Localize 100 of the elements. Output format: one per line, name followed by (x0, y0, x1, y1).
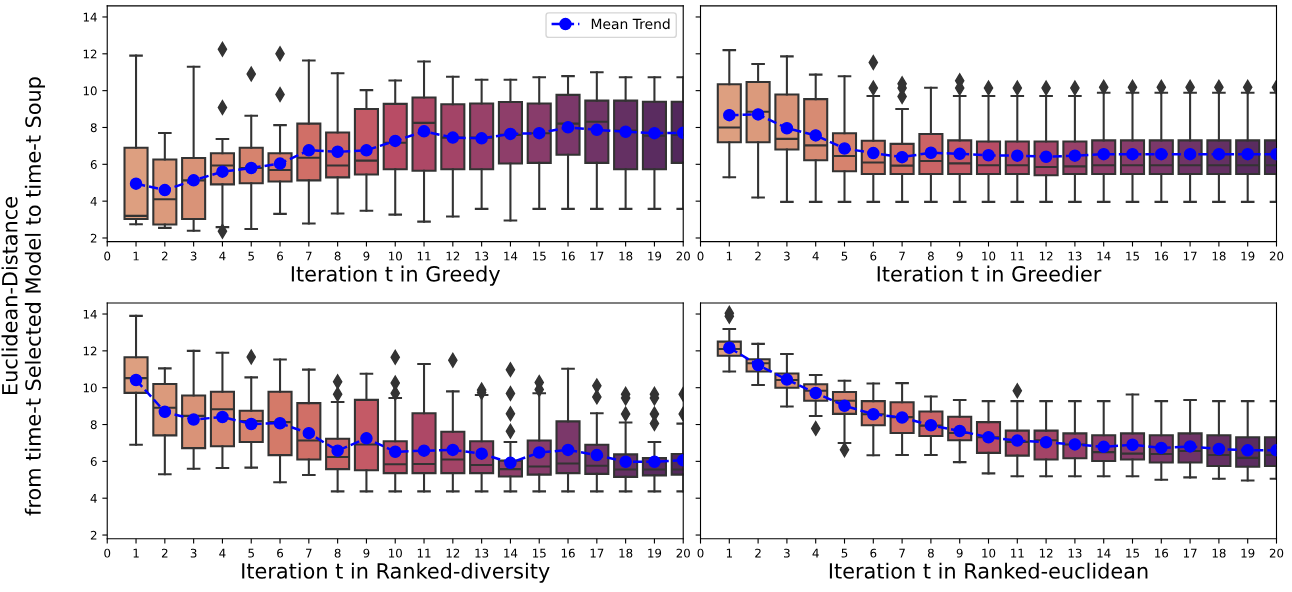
x-tick-label: 1 (133, 251, 139, 261)
x-axis-title: Iteration t in Ranked-diversity (242, 562, 550, 583)
x-tick-label: 0 (104, 251, 111, 261)
x-tick-label: 19 (1241, 251, 1255, 261)
x-tick-label: 3 (784, 548, 790, 558)
x-tick-label: 17 (1183, 548, 1197, 558)
x-tick-label: 0 (697, 548, 704, 558)
legend-label: Mean Trend (591, 18, 670, 30)
x-tick-label: 12 (1039, 548, 1053, 558)
y-tick-label: 14 (83, 12, 97, 22)
y-tick-label: 8 (90, 420, 97, 430)
x-tick-label: 11 (1011, 251, 1024, 261)
x-tick-label: 10 (389, 251, 402, 261)
x-tick-label: 1 (726, 251, 732, 261)
y-tick-label: 6 (90, 457, 97, 467)
x-tick-label: 0 (104, 548, 111, 558)
x-tick-label: 17 (590, 548, 604, 558)
x-tick-label: 13 (1068, 548, 1082, 558)
x-tick-label: 14 (504, 251, 518, 261)
x-tick-label: 1 (133, 548, 139, 558)
x-tick-label: 10 (982, 251, 996, 261)
x-tick-label: 7 (306, 548, 312, 558)
x-tick-label: 14 (1097, 548, 1111, 558)
x-tick-label: 3 (784, 251, 790, 261)
y-tick-label: 10 (83, 383, 97, 393)
x-tick-label: 9 (956, 251, 963, 261)
x-tick-label: 19 (1241, 548, 1255, 558)
x-tick-label: 8 (927, 251, 934, 261)
x-tick-label: 4 (812, 251, 819, 261)
x-tick-label: 12 (446, 251, 460, 261)
x-tick-label: 12 (1039, 251, 1053, 261)
y-axis-title: Euclidean-Distance from time-t Selected Model to time-t Soup (1, 77, 45, 516)
x-tick-label: 18 (1212, 251, 1226, 261)
y-tick-label: 6 (90, 160, 97, 169)
x-tick-label: 7 (899, 548, 905, 558)
x-tick-label: 2 (755, 251, 761, 261)
x-tick-label: 16 (1155, 548, 1169, 558)
y-tick-label: 2 (90, 233, 97, 243)
x-tick-label: 8 (334, 548, 341, 558)
x-tick-label: 8 (927, 548, 934, 558)
x-tick-label: 5 (841, 251, 848, 261)
x-axis-title: Iteration t in Greedier (877, 265, 1102, 282)
x-tick-label: 7 (899, 251, 905, 261)
x-tick-label: 17 (1183, 251, 1197, 261)
x-tick-label: 1 (726, 548, 732, 558)
x-tick-label: 4 (219, 548, 226, 558)
x-tick-label: 3 (190, 548, 197, 558)
x-tick-label: 20 (1269, 251, 1284, 261)
x-tick-label: 10 (982, 548, 996, 558)
x-tick-label: 12 (446, 548, 460, 558)
x-tick-label: 20 (676, 251, 690, 261)
x-tick-label: 13 (475, 548, 489, 558)
x-tick-label: 3 (190, 251, 197, 261)
x-tick-label: 19 (648, 548, 662, 558)
x-tick-label: 11 (1011, 548, 1024, 558)
x-tick-label: 5 (248, 251, 254, 261)
x-tick-label: 6 (870, 548, 877, 558)
x-tick-label: 17 (590, 251, 604, 261)
x-tick-label: 14 (504, 548, 518, 558)
x-tick-label: 19 (648, 251, 662, 261)
y-tick-label: 8 (90, 123, 97, 133)
y-tick-label: 12 (83, 346, 97, 356)
x-tick-label: 8 (334, 251, 341, 261)
x-tick-label: 9 (363, 251, 370, 261)
x-tick-label: 11 (417, 251, 431, 261)
y-tick-label: 4 (90, 494, 97, 503)
x-tick-label: 2 (161, 548, 168, 558)
x-tick-label: 11 (417, 548, 431, 558)
x-tick-label: 15 (533, 251, 546, 261)
y-tick-label: 14 (83, 309, 97, 319)
x-tick-label: 18 (619, 548, 633, 558)
x-axis-title: Iteration t in Ranked-euclidean (829, 562, 1148, 579)
x-tick-label: 5 (841, 548, 848, 558)
x-tick-label: 13 (475, 251, 489, 261)
x-tick-label: 20 (676, 548, 690, 558)
x-tick-label: 9 (956, 548, 963, 558)
x-tick-label: 6 (277, 251, 284, 261)
x-tick-label: 18 (1212, 548, 1226, 558)
x-tick-label: 15 (1126, 251, 1139, 261)
x-tick-label: 4 (812, 548, 819, 558)
y-tick-label: 4 (90, 197, 97, 206)
y-tick-label: 2 (90, 530, 97, 540)
x-tick-label: 10 (389, 548, 402, 558)
x-tick-label: 5 (248, 548, 254, 558)
x-axis-title: Iteration t in Greedy (291, 265, 501, 286)
x-tick-label: 2 (161, 251, 168, 261)
x-tick-label: 18 (619, 251, 633, 261)
x-tick-label: 15 (1126, 548, 1139, 558)
x-tick-label: 16 (561, 548, 575, 558)
x-tick-label: 20 (1269, 548, 1284, 558)
x-tick-label: 14 (1097, 251, 1111, 261)
x-tick-label: 2 (755, 548, 761, 558)
x-tick-label: 9 (363, 548, 370, 558)
y-tick-label: 12 (83, 49, 97, 59)
x-tick-label: 6 (277, 548, 284, 558)
x-tick-label: 6 (870, 251, 877, 261)
x-tick-label: 15 (533, 548, 546, 558)
x-tick-label: 16 (1155, 251, 1169, 261)
x-tick-label: 16 (561, 251, 575, 261)
x-tick-label: 13 (1068, 251, 1082, 261)
